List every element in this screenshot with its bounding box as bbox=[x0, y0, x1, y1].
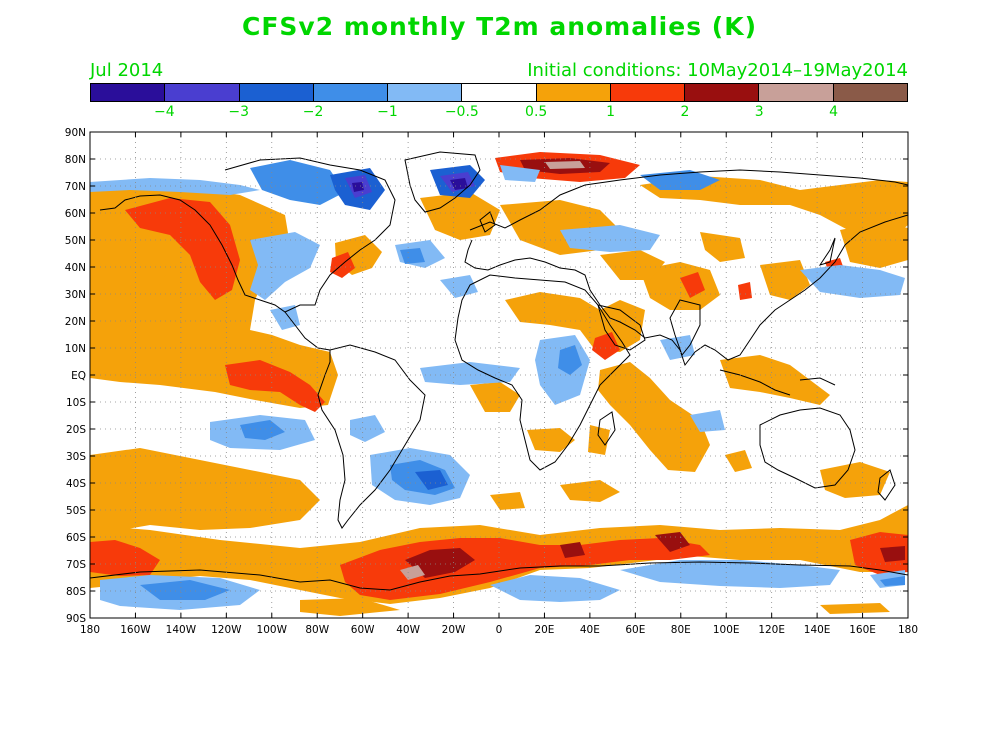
latitude-label: 80N bbox=[65, 154, 86, 166]
latitude-label: 30S bbox=[66, 451, 86, 463]
colorbar-label: −2 bbox=[302, 104, 324, 120]
latitude-label: 60S bbox=[66, 532, 86, 544]
longitude-label: 40W bbox=[396, 624, 420, 636]
longitude-labels: 180 160W 140W 120W 100W 80W 60W 40W 20W 0 20E 40E 60… bbox=[80, 624, 918, 636]
coastlines bbox=[90, 151, 908, 591]
longitude-label: 80E bbox=[671, 624, 691, 636]
colorbar bbox=[90, 83, 908, 102]
gridlines bbox=[90, 132, 908, 618]
colorbar-label: −1 bbox=[377, 104, 398, 120]
latitude-label: 50S bbox=[66, 505, 86, 517]
longitude-label: 180 bbox=[898, 624, 918, 636]
colorbar-label: 4 bbox=[829, 104, 839, 120]
colorbar-label: −0.5 bbox=[444, 104, 479, 120]
latitude-label: 70S bbox=[66, 559, 86, 571]
latitude-label: 40S bbox=[66, 478, 86, 490]
axis-ticks bbox=[89, 131, 909, 619]
longitude-label: 140W bbox=[166, 624, 197, 636]
latitude-label: 60N bbox=[65, 208, 86, 220]
colorbar-label: 1 bbox=[606, 104, 615, 120]
longitude-label: 20E bbox=[534, 624, 554, 636]
latitude-label: 70N bbox=[65, 181, 86, 193]
colorbar-segment bbox=[91, 84, 166, 101]
latitude-label: 40N bbox=[65, 262, 86, 274]
colorbar-label: −3 bbox=[228, 104, 250, 120]
colorbar-segment bbox=[388, 84, 463, 101]
longitude-label: 40E bbox=[580, 624, 600, 636]
initial-conditions: Initial conditions: 10May2014–19May2014 bbox=[527, 60, 908, 81]
longitude-label: 80W bbox=[305, 624, 329, 636]
latitude-label: 30N bbox=[65, 289, 86, 301]
colorbar-label: 0.5 bbox=[525, 104, 548, 120]
longitude-label: 20W bbox=[442, 624, 466, 636]
colorbar-label: −4 bbox=[154, 104, 175, 120]
colorbar-label: 3 bbox=[754, 104, 764, 120]
colorbar-segment bbox=[610, 84, 686, 101]
latitude-label: 10S bbox=[66, 397, 86, 409]
latitude-label: 10N bbox=[65, 343, 86, 355]
latitude-label: 20N bbox=[65, 316, 86, 328]
colorbar-segment bbox=[536, 84, 611, 101]
colorbar-label: 2 bbox=[680, 104, 690, 120]
longitude-label: 180 bbox=[80, 624, 100, 636]
colorbar-segment bbox=[462, 84, 537, 101]
longitude-label: 100E bbox=[713, 624, 740, 636]
latitude-label: 90N bbox=[65, 127, 86, 139]
colorbar-segment bbox=[759, 84, 834, 101]
latitude-label: EQ bbox=[71, 370, 86, 382]
latitude-labels: 90N 80N 70N 60N 50N 40N 30N 20N 10N EQ 10S 20S 30S 40… bbox=[65, 127, 87, 625]
latitude-label: 90S bbox=[66, 613, 86, 625]
forecast-month: Jul 2014 bbox=[90, 60, 164, 81]
longitude-label: 160W bbox=[120, 624, 151, 636]
chart-title: CFSv2 monthly T2m anomalies (K) bbox=[241, 12, 758, 41]
colorbar-segment bbox=[165, 84, 240, 101]
longitude-label: 60E bbox=[625, 624, 645, 636]
latitude-label: 20S bbox=[66, 424, 86, 436]
anomaly-field bbox=[90, 132, 908, 618]
colorbar-segment bbox=[313, 84, 389, 101]
colorbar-segment bbox=[833, 84, 907, 101]
longitude-label: 160E bbox=[849, 624, 876, 636]
latitude-label: 80S bbox=[66, 586, 86, 598]
latitude-label: 50N bbox=[65, 235, 86, 247]
colorbar-segment bbox=[239, 84, 314, 101]
longitude-label: 120E bbox=[758, 624, 785, 636]
longitude-label: 120W bbox=[211, 624, 242, 636]
longitude-label: 100W bbox=[257, 624, 288, 636]
longitude-label: 60W bbox=[351, 624, 375, 636]
colorbar-segment bbox=[685, 84, 760, 101]
longitude-label: 0 bbox=[496, 624, 503, 636]
longitude-label: 140E bbox=[804, 624, 831, 636]
